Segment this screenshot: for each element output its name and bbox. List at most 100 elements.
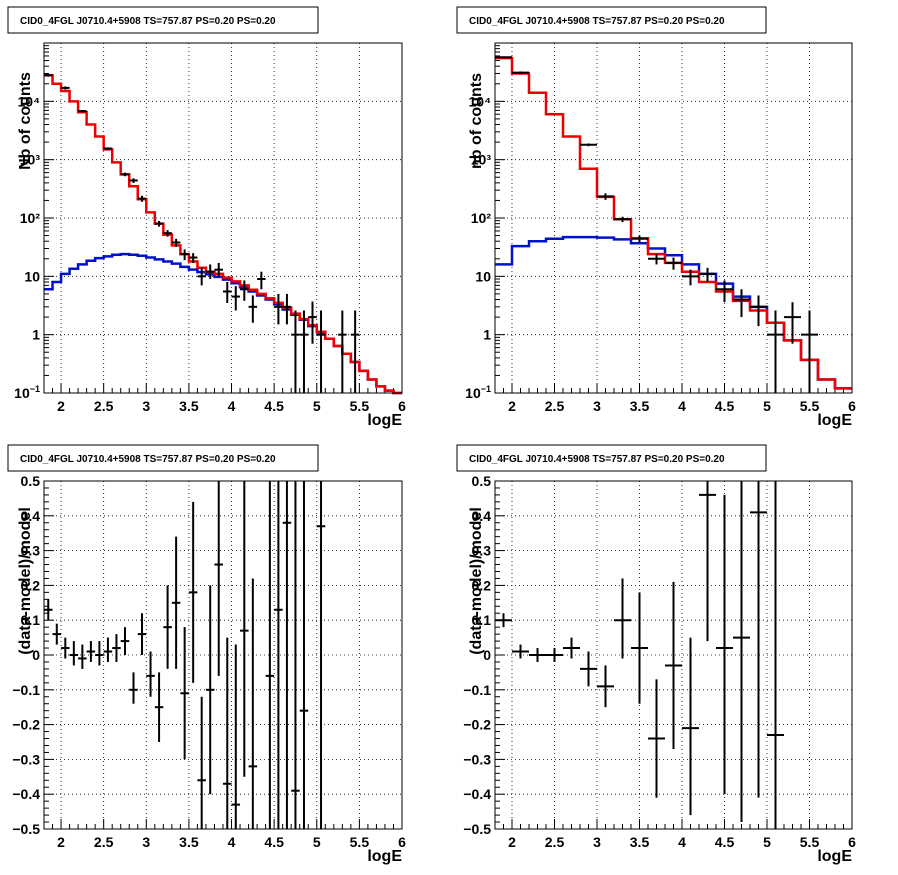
y-axis-label: (data-model)/model bbox=[17, 507, 34, 655]
x-tick-label: 3 bbox=[142, 398, 150, 414]
data-point bbox=[631, 592, 648, 704]
x-tick-label: 2 bbox=[57, 398, 65, 414]
x-axis-label: logE bbox=[367, 412, 402, 429]
y-axis-label: (data-model)/model bbox=[468, 507, 485, 655]
y-tick-label: 10−1 bbox=[465, 384, 491, 401]
data-point bbox=[44, 73, 53, 77]
data-point bbox=[61, 637, 70, 659]
data-point bbox=[733, 481, 750, 823]
data-point bbox=[95, 641, 104, 666]
y-tick-label: 10−1 bbox=[14, 384, 40, 401]
data-point bbox=[282, 293, 292, 325]
data-point bbox=[61, 86, 70, 90]
x-tick-label: 2.5 bbox=[94, 398, 114, 414]
data-point bbox=[69, 641, 79, 666]
x-tick-label: 5.5 bbox=[350, 834, 370, 850]
y-tick-label: −0.3 bbox=[12, 751, 40, 767]
x-tick-label: 6 bbox=[848, 834, 856, 850]
data-point bbox=[231, 286, 241, 311]
data-point bbox=[631, 235, 648, 243]
y-tick-label: 10⁴ bbox=[18, 93, 41, 109]
data-point bbox=[597, 193, 614, 200]
y-tick-label: −0.2 bbox=[463, 717, 491, 733]
data-point bbox=[171, 536, 181, 669]
data-point bbox=[265, 481, 275, 829]
data-point bbox=[231, 644, 241, 829]
data-point bbox=[257, 271, 266, 290]
data-point bbox=[495, 613, 512, 628]
data-point bbox=[274, 293, 283, 325]
data-point bbox=[614, 578, 631, 659]
y-tick-label: −0.2 bbox=[12, 717, 40, 733]
data-point bbox=[699, 267, 716, 282]
data-point bbox=[546, 648, 563, 662]
data-point bbox=[154, 220, 164, 227]
y-tick-label: −0.3 bbox=[463, 751, 491, 767]
data-point bbox=[223, 637, 232, 829]
data-point bbox=[716, 494, 733, 795]
data-point bbox=[240, 280, 249, 301]
x-tick-label: 4 bbox=[678, 398, 686, 414]
data-point bbox=[716, 280, 733, 303]
x-tick-label: 4.5 bbox=[264, 398, 284, 414]
data-point bbox=[163, 585, 172, 669]
x-tick-label: 6 bbox=[848, 398, 856, 414]
y-tick-label: 1 bbox=[32, 327, 40, 343]
y-tick-label: −0.5 bbox=[463, 821, 491, 837]
x-tick-label: 4.5 bbox=[715, 398, 735, 414]
x-tick-label: 2.5 bbox=[94, 834, 114, 850]
y-tick-label: −0.1 bbox=[463, 682, 491, 698]
data-point bbox=[316, 481, 326, 829]
data-point bbox=[495, 56, 512, 59]
x-tick-label: 3 bbox=[593, 398, 601, 414]
data-point bbox=[205, 585, 215, 795]
chart-title: CID0_4FGL J0710.4+5908 TS=757.87 PS=0.20… bbox=[469, 16, 725, 27]
data-point bbox=[44, 599, 53, 621]
x-tick-label: 2.5 bbox=[545, 398, 565, 414]
x-tick-label: 5.5 bbox=[800, 398, 820, 414]
x-tick-label: 6 bbox=[398, 398, 406, 414]
x-tick-label: 3 bbox=[142, 834, 150, 850]
data-point bbox=[188, 501, 198, 683]
panel-2: 2 2.5 3 3.5 4 4.5 5 5.5 6 10−1 1 10 10² 10³ 10⁴ logE nb … bbox=[456, 6, 856, 429]
data-point bbox=[129, 672, 138, 704]
data-point bbox=[529, 648, 546, 662]
x-tick-label: 4 bbox=[228, 834, 236, 850]
data-point bbox=[197, 696, 206, 829]
y-tick-label: −0.5 bbox=[12, 821, 40, 837]
x-axis-label: logE bbox=[817, 848, 852, 865]
chart-title: CID0_4FGL J0710.4+5908 TS=757.87 PS=0.20… bbox=[469, 454, 725, 465]
x-tick-label: 5 bbox=[313, 834, 321, 850]
y-tick-label: 10⁴ bbox=[469, 93, 492, 109]
y-tick-label: 0.1 bbox=[21, 612, 41, 628]
y-tick-label: 0 bbox=[32, 647, 40, 663]
y-tick-label: 0.4 bbox=[472, 508, 492, 524]
chart-title: CID0_4FGL J0710.4+5908 TS=757.87 PS=0.20… bbox=[20, 454, 276, 465]
chart-title: CID0_4FGL J0710.4+5908 TS=757.87 PS=0.20… bbox=[20, 16, 276, 27]
data-point bbox=[291, 310, 300, 393]
x-tick-label: 3.5 bbox=[630, 834, 650, 850]
y-tick-label: 1 bbox=[483, 327, 491, 343]
x-tick-label: 3.5 bbox=[630, 398, 650, 414]
data-point bbox=[86, 641, 96, 662]
y-tick-label: 0.5 bbox=[21, 473, 41, 489]
x-tick-label: 2 bbox=[508, 834, 516, 850]
y-axis-label: Nb of counts bbox=[17, 72, 34, 170]
data-point bbox=[563, 637, 580, 659]
data-point bbox=[299, 481, 309, 829]
data-point bbox=[146, 651, 155, 697]
total-model-histogram bbox=[495, 56, 852, 390]
data-point bbox=[112, 634, 121, 662]
title-box bbox=[456, 444, 767, 472]
y-tick-label: 10² bbox=[20, 210, 41, 226]
data-point bbox=[154, 672, 164, 742]
data-point bbox=[274, 481, 283, 829]
data-point bbox=[767, 481, 784, 829]
x-tick-label: 5.5 bbox=[350, 398, 370, 414]
data-point bbox=[699, 481, 716, 642]
panel-1: 2 2.5 3 3.5 4 4.5 5 5.5 6 10−1 1 10 10² 10³ 10⁴ logE Nb … bbox=[7, 6, 406, 429]
data-point bbox=[665, 581, 682, 749]
panel-4: 2 2.5 3 3.5 4 4.5 5 5.5 6 −0.5 −0.4 −0.3 −0.2 −0.1 0 0.… bbox=[456, 444, 856, 865]
y-tick-label: 0 bbox=[483, 647, 491, 663]
data-point bbox=[171, 238, 181, 247]
